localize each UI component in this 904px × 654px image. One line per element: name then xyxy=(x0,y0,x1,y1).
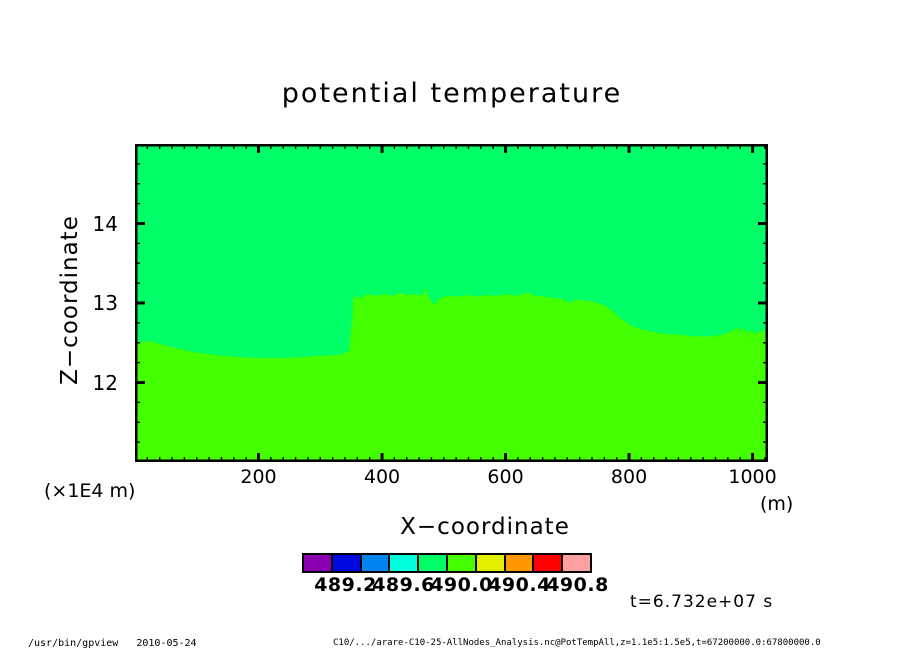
plot-area xyxy=(135,144,768,462)
x-tick-label: 600 xyxy=(487,466,524,488)
colorbar-cell xyxy=(361,555,389,571)
x-axis-label: X−coordinate xyxy=(400,514,570,540)
x-tick-label: 1000 xyxy=(728,466,777,488)
y-tick-label: 14 xyxy=(92,211,118,236)
colorbar-cell xyxy=(304,555,331,571)
x-tick-label: 400 xyxy=(363,466,401,488)
x-axis-unit-scale: (×1E4 m) xyxy=(44,480,136,502)
colorbar-cell xyxy=(419,555,446,571)
colorbar xyxy=(302,553,592,573)
time-label: t=6.732e+07 s xyxy=(630,592,774,612)
plot-frame xyxy=(135,144,768,462)
y-tick-label: 13 xyxy=(92,291,118,315)
colorbar-cell xyxy=(332,555,360,571)
footer-source: C10/.../arare-C10-25-AllNodes_Analysis.n… xyxy=(333,638,821,648)
colorbar-tick-label: 489.6 xyxy=(372,574,435,596)
colorbar-cell xyxy=(505,555,533,571)
colorbar-cell xyxy=(476,555,504,571)
colorbar-cell xyxy=(563,555,590,571)
footer-command: /usr/bin/gpview 2010-05-24 xyxy=(28,638,197,649)
colorbar-tick-label: 489.2 xyxy=(314,574,377,596)
colorbar-tick-label: 490.0 xyxy=(430,574,493,596)
colorbar-cell xyxy=(534,555,562,571)
x-tick-label: 200 xyxy=(240,466,277,488)
colorbar-cell xyxy=(390,555,418,571)
lower-layer-region xyxy=(135,287,768,462)
x-tick-label: 800 xyxy=(610,466,648,488)
colorbar-tick-label: 490.4 xyxy=(488,574,551,596)
colorbar-cell xyxy=(447,555,475,571)
x-axis-unit: (m) xyxy=(760,493,794,515)
colorbar-tick-label: 490.8 xyxy=(546,574,609,596)
y-tick-label: 12 xyxy=(92,370,118,395)
plot-title: potential temperature xyxy=(281,78,623,109)
